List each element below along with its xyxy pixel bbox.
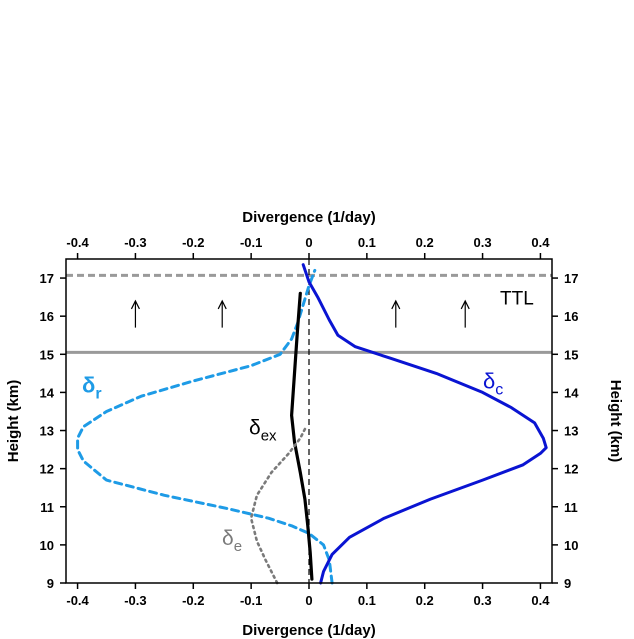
upward-arrow-head (460, 299, 470, 310)
y-tick-label-left: 15 (40, 347, 54, 362)
y-tick-label-right: 14 (564, 385, 579, 400)
y-tick-label-right: 11 (564, 500, 578, 515)
y-tick-label-left: 9 (47, 576, 54, 591)
x-tick-label-top: -0.1 (240, 235, 262, 250)
y-axis-title-left: Height (km) (5, 380, 22, 463)
x-tick-label-top: -0.3 (124, 235, 146, 250)
upward-arrow-head (391, 299, 401, 310)
y-tick-label-right: 15 (564, 347, 578, 362)
y-tick-label-left: 10 (40, 538, 54, 553)
y-tick-label-right: 17 (564, 271, 578, 286)
y-tick-label-left: 17 (40, 271, 54, 286)
delta-c-label-main: δ (483, 369, 495, 394)
upward-arrows (130, 299, 470, 328)
delta-c-label: δc (483, 369, 503, 399)
x-tick-label-top: 0.2 (416, 235, 434, 250)
delta-e-label: δe (222, 527, 242, 555)
y-tick-label-left: 14 (40, 385, 55, 400)
x-axis-title-bottom: Divergence (1/day) (242, 622, 375, 639)
y-tick-label-right: 9 (564, 576, 571, 591)
x-tick-label-bottom: 0.4 (531, 593, 550, 608)
x-tick-label-bottom: 0.1 (358, 593, 376, 608)
x-tick-label-top: 0 (305, 235, 312, 250)
x-tick-label-bottom: 0.3 (474, 593, 492, 608)
series-group (76, 263, 548, 585)
y-axis-title-right: Height (km) (607, 380, 624, 463)
x-tick-label-bottom: -0.2 (182, 593, 204, 608)
delta-ex-label-sub: ex (261, 427, 277, 444)
x-tick-label-top: 0.4 (531, 235, 550, 250)
delta-c-label-sub: c (495, 382, 503, 399)
delta-ex-line (290, 291, 314, 581)
x-tick-label-top: 0.1 (358, 235, 376, 250)
delta-ex-label-main: δ (249, 416, 261, 439)
x-tick-label-bottom: 0.2 (416, 593, 434, 608)
y-tick-label-right: 16 (564, 309, 578, 324)
delta-r-label-sub: r (95, 385, 101, 402)
y-tick-label-left: 13 (40, 424, 54, 439)
y-tick-label-left: 11 (40, 500, 54, 515)
x-tick-label-top: -0.2 (182, 235, 204, 250)
delta-r-line (76, 268, 334, 585)
x-tick-label-top: 0.3 (474, 235, 492, 250)
x-tick-label-bottom: -0.3 (124, 593, 146, 608)
x-tick-label-top: -0.4 (66, 235, 89, 250)
x-tick-label-bottom: -0.1 (240, 593, 262, 608)
x-axis-title-top: Divergence (1/day) (242, 209, 375, 226)
delta-e-label-sub: e (234, 538, 242, 555)
y-tick-label-right: 12 (564, 462, 578, 477)
y-tick-label-right: 13 (564, 424, 578, 439)
upward-arrow-head (130, 299, 140, 310)
delta-r-label-main: δ (82, 372, 95, 397)
upward-arrow-head (217, 299, 227, 310)
x-tick-label-bottom: 0 (305, 593, 312, 608)
y-tick-label-left: 16 (40, 309, 54, 324)
delta-e-line (249, 425, 308, 585)
delta-ex-label: δex (249, 416, 277, 444)
x-tick-label-bottom: -0.4 (66, 593, 89, 608)
y-tick-label-left: 12 (40, 462, 54, 477)
delta-e-label-main: δ (222, 527, 234, 550)
delta-c-line (301, 263, 548, 585)
ttl-label: TTL (500, 289, 534, 310)
axis-ticks: -0.4 -0.4 -0.3 -0.3 -0.2 -0.2 -0.1 -0.1 0 0 0.1 0.1… (40, 235, 580, 608)
delta-r-label: δr (82, 372, 102, 402)
y-tick-label-right: 10 (564, 538, 578, 553)
